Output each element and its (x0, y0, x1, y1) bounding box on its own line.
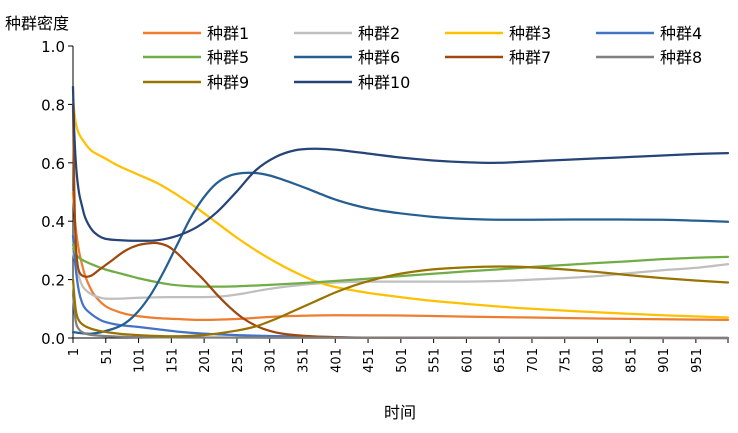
x-tick-label: 951 (690, 348, 705, 373)
x-tick-label: 551 (428, 348, 443, 373)
x-tick-label: 701 (526, 348, 541, 373)
x-tick-label: 1 (67, 348, 82, 356)
series-line-2 (71, 249, 730, 300)
legend-item-3: 种群3 (445, 24, 551, 43)
series-line-5 (71, 243, 730, 288)
x-tick-label: 501 (395, 348, 410, 373)
legend-label: 种群1 (207, 24, 249, 43)
series-line-8 (71, 293, 730, 340)
axes: 0.00.20.40.60.81.01 51 101 151 201 251 301 351 4… (41, 38, 729, 373)
legend-item-8: 种群8 (596, 48, 702, 67)
series-line-10 (71, 85, 730, 242)
legend-item-4: 种群4 (596, 24, 702, 43)
x-axis-title: 时间 (384, 403, 416, 422)
legend-label: 种群7 (509, 48, 551, 67)
x-tick-label: 351 (296, 348, 311, 373)
legend-label: 种群9 (207, 73, 249, 92)
legend-label: 种群2 (358, 24, 400, 43)
x-tick-label: 51 (100, 348, 115, 365)
x-tick-label: 451 (362, 348, 377, 373)
x-tick-label: 201 (198, 348, 213, 373)
x-tick-label: 651 (493, 348, 508, 373)
legend-label: 种群3 (509, 24, 551, 43)
legend-label: 种群6 (358, 48, 400, 67)
series-lines (71, 85, 730, 340)
x-tick-label: 101 (133, 348, 148, 373)
y-tick-label: 0.0 (41, 330, 65, 348)
y-tick-label: 0.8 (41, 96, 65, 114)
legend-item-9: 种群9 (143, 73, 249, 92)
legend-label: 种群4 (660, 24, 702, 43)
legend-item-6: 种群6 (294, 48, 400, 67)
x-tick-label: 151 (165, 348, 180, 373)
legend-label: 种群10 (358, 73, 410, 92)
y-axis-title: 种群密度 (5, 14, 69, 33)
series-line-4 (71, 234, 730, 340)
legend-label: 种群5 (207, 48, 249, 67)
legend-item-7: 种群7 (445, 48, 551, 67)
y-tick-label: 0.4 (41, 213, 65, 231)
legend: 种群1 种群2 种群3 种群4 种群5 种群6 种群7 种群8 种群9 种群10 (143, 24, 702, 92)
legend-item-2: 种群2 (294, 24, 400, 43)
series-line-6 (71, 171, 730, 335)
series-line-9 (71, 265, 730, 338)
x-tick-label: 401 (329, 348, 344, 373)
x-tick-label: 801 (592, 348, 607, 373)
series-line-3 (71, 97, 730, 319)
y-tick-label: 0.6 (41, 155, 65, 173)
y-tick-label: 1.0 (41, 38, 65, 56)
x-tick-label: 601 (460, 348, 475, 373)
x-tick-label: 251 (231, 348, 246, 373)
legend-item-5: 种群5 (143, 48, 249, 67)
x-tick-label: 851 (624, 348, 639, 373)
x-tick-label: 751 (559, 348, 574, 373)
legend-label: 种群8 (660, 48, 702, 67)
x-tick-label: 301 (264, 348, 279, 373)
series-line-7 (71, 103, 730, 340)
legend-item-10: 种群10 (294, 73, 410, 92)
legend-item-1: 种群1 (143, 24, 249, 43)
x-tick-label: 901 (657, 348, 672, 373)
y-tick-label: 0.2 (41, 272, 65, 290)
